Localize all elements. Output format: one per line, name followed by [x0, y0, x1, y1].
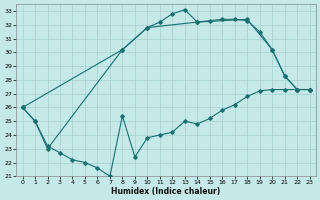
X-axis label: Humidex (Indice chaleur): Humidex (Indice chaleur): [111, 187, 221, 196]
